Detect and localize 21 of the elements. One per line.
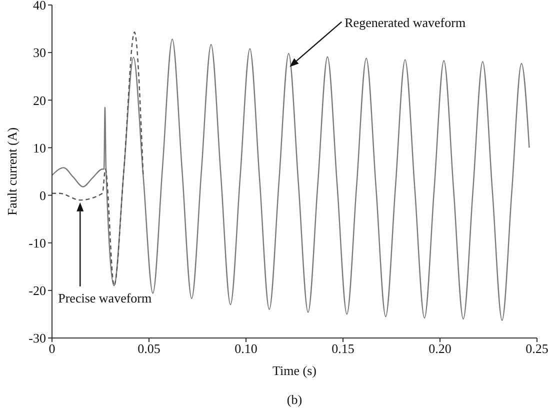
y-axis-title: Fault current (A) — [4, 127, 20, 216]
y-tick-label: 0 — [40, 188, 46, 203]
x-tick-label: 0.05 — [138, 341, 160, 356]
text: (b) — [286, 392, 302, 407]
x-axis-title: Time (s) — [272, 363, 316, 378]
y-tick-label: -30 — [28, 330, 46, 346]
annotation: Precise waveform — [58, 290, 152, 306]
x-tick-label: 0.25 — [526, 341, 548, 356]
y-tick-label: -10 — [28, 235, 46, 250]
y-tick-label: 20 — [33, 92, 46, 108]
y-tick-label: 10 — [33, 140, 46, 156]
annotation: Regenerated waveform — [344, 14, 466, 30]
x-tick-label: 0.15 — [332, 341, 354, 356]
line-series — [52, 38, 530, 321]
x-tick-label: 0.20 — [428, 341, 452, 356]
x-tick-label: 0.10 — [234, 341, 258, 356]
x-tick-label: 0 — [48, 341, 56, 356]
y-tick-label: 40 — [33, 0, 46, 13]
y-tick-label: -20 — [28, 283, 46, 298]
y-tick-label: 30 — [33, 45, 46, 60]
line-series — [52, 32, 144, 286]
